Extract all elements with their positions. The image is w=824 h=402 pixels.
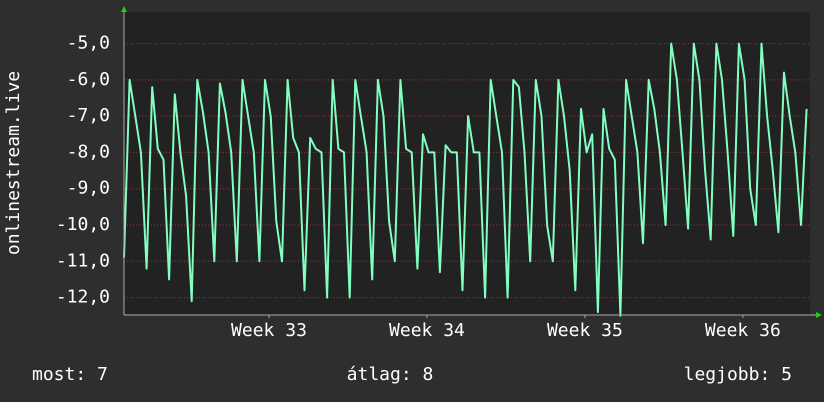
stat-best: legjobb: 5 <box>684 364 792 385</box>
y-tick-label: -7,0 <box>67 105 110 126</box>
axis-arrow <box>121 6 127 12</box>
x-tick-label: Week 34 <box>389 320 465 341</box>
stat-now: most: 7 <box>32 364 108 385</box>
x-tick-label: Week 33 <box>231 320 307 341</box>
y-tick-label: -11,0 <box>56 250 110 271</box>
stat-average: átlag: 8 <box>347 364 434 385</box>
y-tick-label: -12,0 <box>56 287 110 308</box>
y-axis-label: onlinestream.live <box>3 71 24 255</box>
plot-layer <box>123 42 810 318</box>
y-tick-label: -8,0 <box>67 141 110 162</box>
y-tick-label: -10,0 <box>56 214 110 235</box>
y-tick-label: -6,0 <box>67 69 110 90</box>
x-tick-label: Week 35 <box>547 320 623 341</box>
data-line <box>123 42 808 317</box>
y-tick-label: -9,0 <box>67 178 110 199</box>
x-tick-label: Week 36 <box>705 320 781 341</box>
axis-arrow <box>816 312 822 318</box>
y-tick-label: -5,0 <box>67 33 110 54</box>
